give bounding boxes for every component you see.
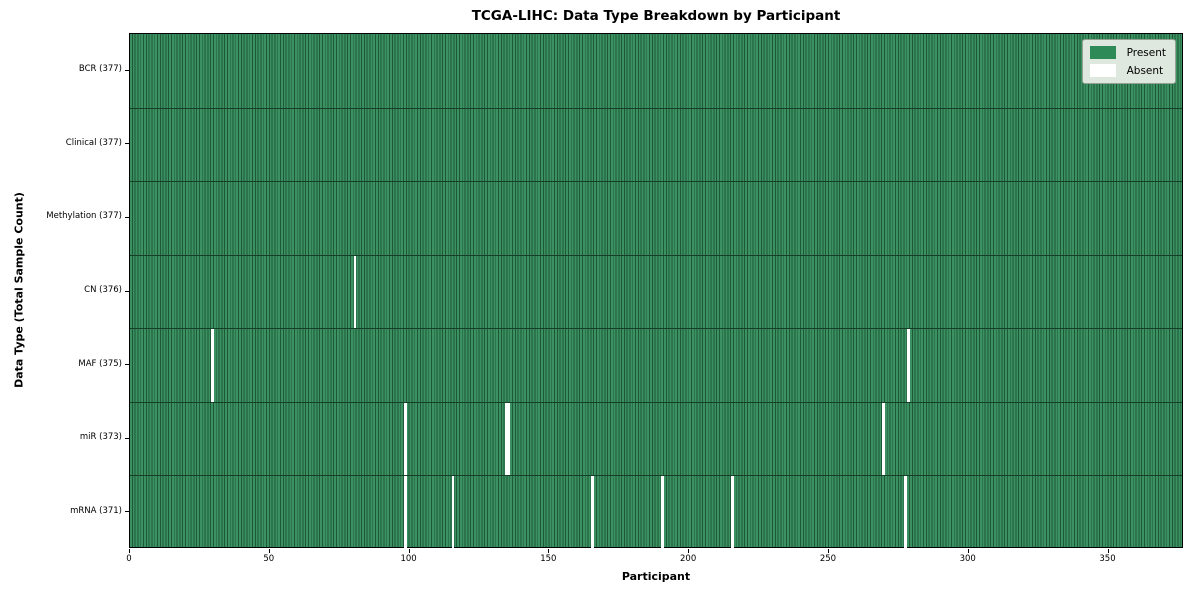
absent-gap-maf-29 xyxy=(211,329,214,402)
x-tick-label-200: 200 xyxy=(680,554,697,564)
legend-item-absent: Absent xyxy=(1089,64,1166,77)
x-tick-label-0: 0 xyxy=(126,554,132,564)
absent-gap-mir-135 xyxy=(507,402,511,476)
x-tick-mark-150 xyxy=(548,549,550,553)
heatmap-row-clinical xyxy=(130,107,1182,182)
y-tick-label-methylation: Methylation (377) xyxy=(46,211,122,222)
absent-gap-cn-80 xyxy=(353,255,357,329)
heatmap-row-mrna xyxy=(130,475,1182,549)
y-tick-label-mrna: mRNA (371) xyxy=(70,505,122,516)
legend-swatch-absent xyxy=(1089,64,1116,77)
chart-title: TCGA-LIHC: Data Type Breakdown by Partic… xyxy=(471,8,841,24)
x-axis-label: Participant xyxy=(621,570,691,583)
y-tick-mark-methylation xyxy=(125,216,129,218)
absent-gap-mrna-277 xyxy=(904,476,908,549)
x-tick-mark-350 xyxy=(1107,549,1109,553)
x-tick-label-100: 100 xyxy=(400,554,417,564)
absent-gap-mrna-115 xyxy=(451,476,455,549)
y-tick-mark-bcr xyxy=(125,69,129,71)
absent-gap-maf-278 xyxy=(907,329,910,402)
y-tick-label-maf: MAF (375) xyxy=(78,358,122,369)
x-tick-mark-100 xyxy=(408,549,410,553)
heatmap-row-methylation xyxy=(130,181,1182,255)
x-tick-mark-300 xyxy=(967,549,969,553)
y-tick-mark-cn xyxy=(125,290,129,292)
x-tick-mark-50 xyxy=(268,549,270,553)
absent-gap-mrna-190 xyxy=(661,476,664,549)
x-tick-label-50: 50 xyxy=(263,554,275,564)
y-tick-label-bcr: BCR (377) xyxy=(78,64,122,75)
heatmap-row-maf xyxy=(130,328,1182,402)
absent-gap-mir-269 xyxy=(882,402,885,476)
heatmap-row-cn xyxy=(130,254,1182,329)
y-tick-mark-mrna xyxy=(125,511,129,513)
heatmap-row-bcr xyxy=(130,34,1182,108)
x-tick-mark-200 xyxy=(688,549,690,553)
y-tick-label-clinical: Clinical (377) xyxy=(65,137,122,148)
x-tick-label-300: 300 xyxy=(959,554,976,564)
x-tick-label-150: 150 xyxy=(540,554,557,564)
x-tick-label-250: 250 xyxy=(819,554,837,564)
legend-label-absent: Absent xyxy=(1126,64,1164,77)
legend-label-present: Present xyxy=(1126,46,1166,59)
heatmap-row-mir xyxy=(130,401,1182,476)
y-tick-mark-clinical xyxy=(125,143,129,145)
x-tick-label-350: 350 xyxy=(1099,554,1116,564)
legend: Present Absent xyxy=(1081,39,1176,84)
y-tick-label-mir: miR (373) xyxy=(79,432,122,443)
y-tick-label-cn: CN (376) xyxy=(84,285,122,295)
y-tick-mark-maf xyxy=(125,364,129,366)
absent-gap-mir-134 xyxy=(504,402,508,476)
plot-area: Present Absent xyxy=(129,33,1183,549)
x-tick-mark-250 xyxy=(827,549,829,553)
absent-gap-mrna-165 xyxy=(591,476,595,549)
absent-gap-mrna-98 xyxy=(403,476,407,549)
x-tick-mark-0 xyxy=(129,549,130,553)
legend-item-present: Present xyxy=(1089,46,1166,59)
absent-gap-mir-98 xyxy=(403,402,407,476)
y-tick-mark-mir xyxy=(125,437,129,439)
absent-gap-mrna-215 xyxy=(731,476,734,549)
legend-swatch-present xyxy=(1089,46,1116,59)
